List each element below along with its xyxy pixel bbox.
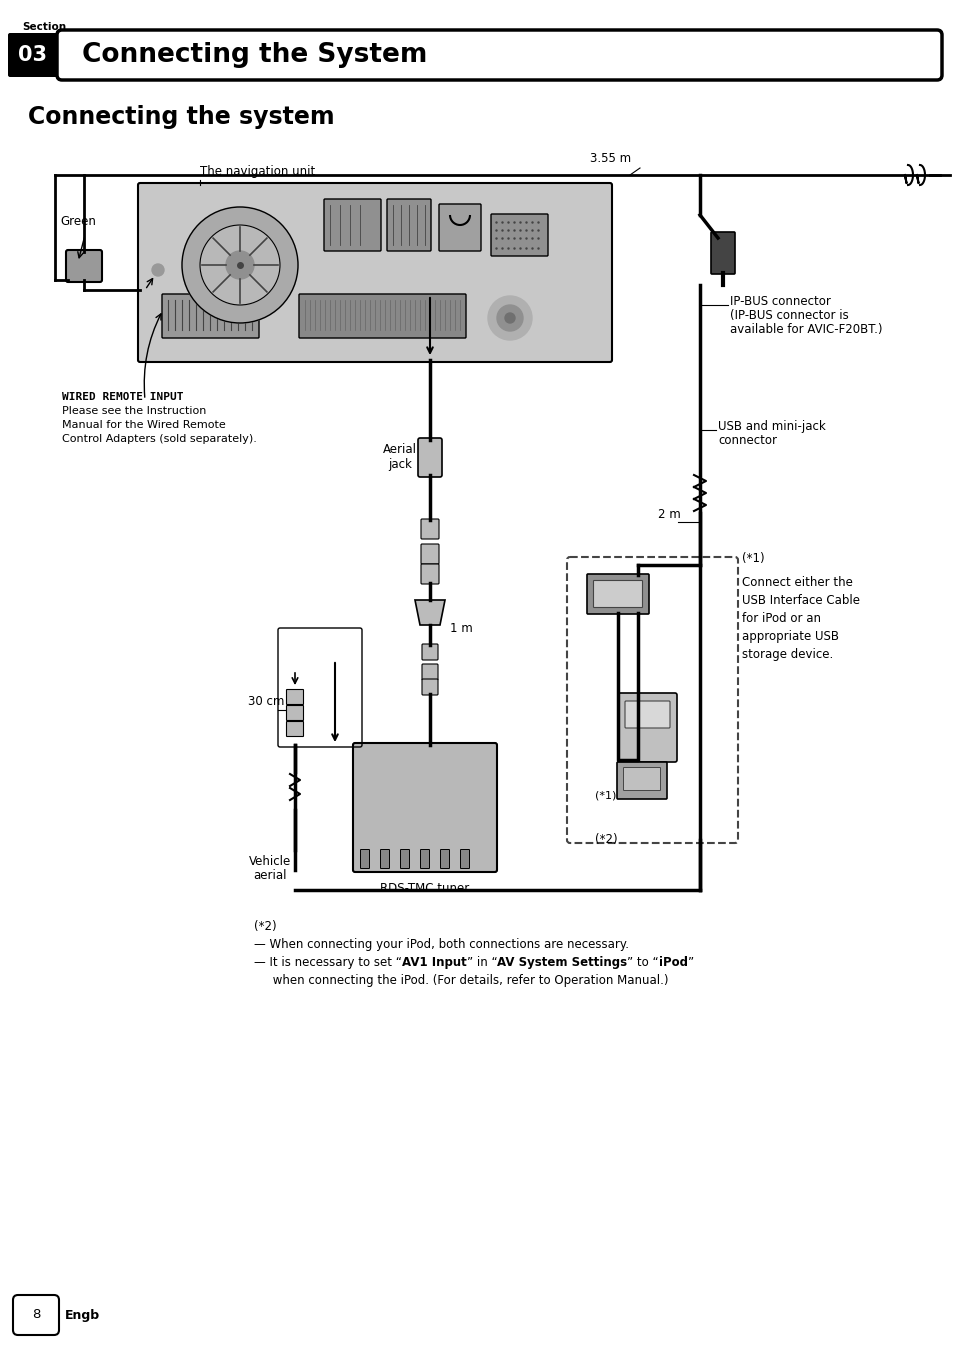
FancyBboxPatch shape	[618, 694, 677, 763]
Text: 8: 8	[31, 1309, 40, 1321]
Circle shape	[182, 207, 297, 323]
Circle shape	[152, 264, 164, 276]
Text: ” in “: ” in “	[466, 956, 497, 969]
FancyBboxPatch shape	[566, 557, 738, 844]
Text: USB and mini-jack: USB and mini-jack	[718, 420, 825, 433]
Text: Connecting the system: Connecting the system	[28, 105, 335, 128]
FancyBboxPatch shape	[298, 293, 465, 338]
Text: Aerial
jack: Aerial jack	[382, 443, 416, 470]
FancyBboxPatch shape	[460, 849, 469, 868]
Text: when connecting the iPod. (For details, refer to Operation Manual.): when connecting the iPod. (For details, …	[253, 973, 668, 987]
FancyBboxPatch shape	[420, 849, 429, 868]
Circle shape	[497, 306, 522, 331]
FancyBboxPatch shape	[286, 706, 303, 721]
FancyBboxPatch shape	[438, 204, 480, 251]
FancyBboxPatch shape	[286, 722, 303, 737]
Text: connector: connector	[718, 434, 776, 448]
FancyBboxPatch shape	[421, 644, 437, 660]
Circle shape	[504, 314, 515, 323]
Text: (*1): (*1)	[595, 790, 616, 800]
Text: AV System Settings: AV System Settings	[497, 956, 627, 969]
FancyBboxPatch shape	[417, 438, 441, 477]
FancyBboxPatch shape	[57, 30, 941, 80]
Text: AV1 Input: AV1 Input	[401, 956, 466, 969]
FancyBboxPatch shape	[66, 250, 102, 283]
Text: Please see the Instruction
Manual for the Wired Remote
Control Adapters (sold se: Please see the Instruction Manual for th…	[62, 406, 256, 443]
Text: IP-BUS connector: IP-BUS connector	[729, 295, 830, 308]
FancyBboxPatch shape	[593, 580, 641, 607]
FancyBboxPatch shape	[420, 564, 438, 584]
Text: 3.55 m: 3.55 m	[589, 151, 631, 165]
Text: (*1): (*1)	[741, 552, 763, 565]
Text: aerial: aerial	[253, 869, 287, 882]
Polygon shape	[415, 600, 444, 625]
FancyBboxPatch shape	[421, 679, 437, 695]
FancyBboxPatch shape	[162, 293, 258, 338]
Text: Vehicle: Vehicle	[249, 854, 291, 868]
Text: available for AVIC-F20BT.): available for AVIC-F20BT.)	[729, 323, 882, 337]
FancyBboxPatch shape	[360, 849, 369, 868]
Circle shape	[200, 224, 280, 306]
FancyBboxPatch shape	[710, 233, 734, 274]
FancyBboxPatch shape	[617, 763, 666, 799]
FancyBboxPatch shape	[324, 199, 380, 251]
FancyBboxPatch shape	[440, 849, 449, 868]
Text: Section: Section	[22, 22, 66, 32]
Text: (IP-BUS connector is: (IP-BUS connector is	[729, 310, 848, 322]
Text: Engb: Engb	[65, 1309, 100, 1321]
Text: RDS-TMC tuner: RDS-TMC tuner	[380, 882, 469, 895]
FancyBboxPatch shape	[491, 214, 547, 256]
FancyBboxPatch shape	[8, 32, 58, 77]
Text: 30 cm: 30 cm	[248, 695, 284, 708]
FancyBboxPatch shape	[421, 664, 437, 680]
Text: — It is necessary to set “: — It is necessary to set “	[253, 956, 401, 969]
FancyBboxPatch shape	[13, 1295, 59, 1334]
Text: The navigation unit: The navigation unit	[200, 165, 314, 178]
FancyBboxPatch shape	[387, 199, 431, 251]
Circle shape	[488, 296, 532, 339]
FancyBboxPatch shape	[623, 768, 659, 791]
Text: (*2): (*2)	[595, 833, 617, 846]
Text: 2 m: 2 m	[658, 508, 680, 521]
Text: ” to “: ” to “	[627, 956, 659, 969]
FancyBboxPatch shape	[400, 849, 409, 868]
Text: ”: ”	[687, 956, 694, 969]
FancyBboxPatch shape	[353, 744, 497, 872]
FancyBboxPatch shape	[420, 544, 438, 564]
FancyBboxPatch shape	[420, 519, 438, 539]
FancyBboxPatch shape	[586, 575, 648, 614]
Text: Connect either the
USB Interface Cable
for iPod or an
appropriate USB
storage de: Connect either the USB Interface Cable f…	[741, 576, 859, 661]
Text: WIRED REMOTE INPUT: WIRED REMOTE INPUT	[62, 392, 183, 402]
FancyBboxPatch shape	[624, 700, 669, 727]
Text: — When connecting your iPod, both connections are necessary.: — When connecting your iPod, both connec…	[253, 938, 628, 950]
Circle shape	[226, 251, 253, 279]
Text: 1 m: 1 m	[450, 622, 473, 635]
Text: Connecting the System: Connecting the System	[82, 42, 427, 68]
Text: Green: Green	[60, 215, 95, 228]
Text: (*2): (*2)	[253, 919, 276, 933]
Text: 03: 03	[18, 45, 48, 65]
Text: iPod: iPod	[659, 956, 687, 969]
FancyBboxPatch shape	[138, 183, 612, 362]
FancyBboxPatch shape	[380, 849, 389, 868]
FancyBboxPatch shape	[286, 690, 303, 704]
